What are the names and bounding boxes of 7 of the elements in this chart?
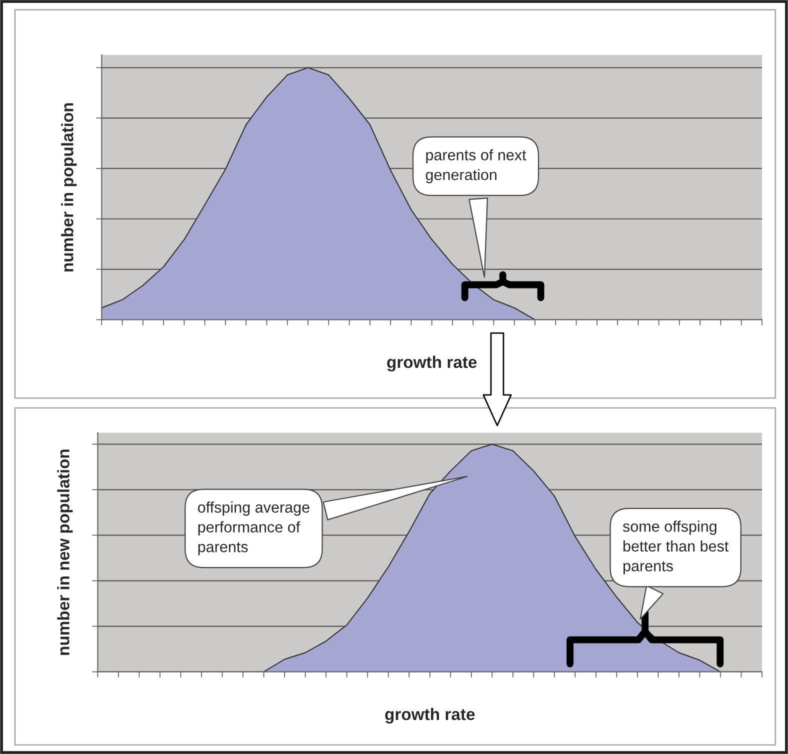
annotation: offsping average performance of parents bbox=[198, 502, 310, 556]
y-axis-title: number in new population bbox=[57, 450, 73, 655]
x-axis-title: growth rate bbox=[385, 708, 475, 724]
annotation: parents of next generation bbox=[426, 149, 526, 184]
x-axis-title: growth rate bbox=[387, 356, 477, 372]
y-axis-title: number in population bbox=[61, 103, 77, 272]
annotation: some offsping better than best parents bbox=[622, 520, 729, 574]
